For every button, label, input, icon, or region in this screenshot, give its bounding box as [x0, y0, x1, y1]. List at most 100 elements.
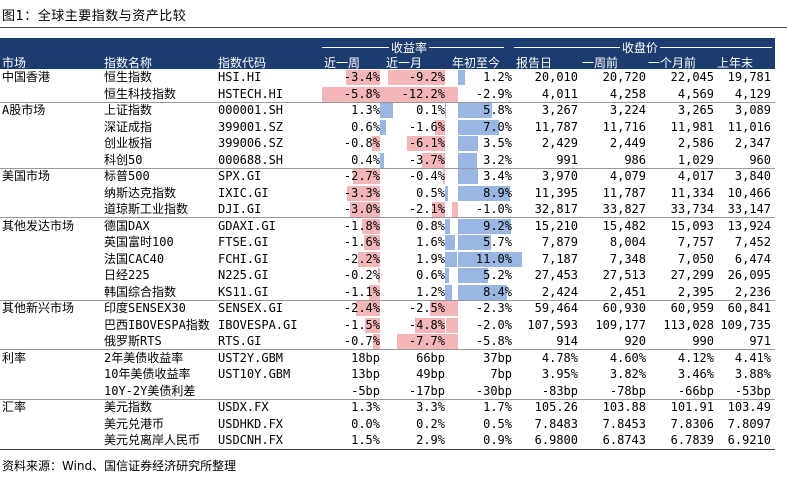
- cell-market: [2, 135, 102, 152]
- cell-c2: 2,395: [677, 284, 714, 299]
- cell-name: 恒生指数: [104, 70, 153, 84]
- cell-ytd: 5.7%: [483, 235, 512, 249]
- table-row: 英国富时100 FTSE.GI -1.6% 1.6% 5.7% 7,879 8,004 7,7…: [0, 234, 775, 251]
- table-row: 10Y-2Y美债利差 -5bp -17bp -30bp -83bp -78bp -66bp -…: [0, 383, 775, 400]
- cell-ytd: 8.9%: [483, 185, 512, 200]
- cell-c1: 60,930: [602, 301, 646, 315]
- cell-ytd: 0.5%: [483, 416, 512, 431]
- cell-c3: 7.8097: [727, 416, 771, 431]
- cell-name: 纳斯达克指数: [104, 185, 177, 200]
- cell-c1: -78bp: [609, 383, 646, 398]
- cell-c1: 33,827: [602, 202, 646, 216]
- m1-bar: [445, 251, 457, 267]
- ytd-bar: [458, 103, 492, 118]
- cell-code: UST10Y.GBM: [218, 367, 291, 381]
- cell-c0: 7,187: [541, 251, 578, 266]
- w1-bar: [362, 218, 380, 234]
- m1-bar: [422, 152, 445, 168]
- cell-code: UST2Y.GBM: [218, 350, 284, 365]
- cell-c3: 11,016: [727, 119, 771, 134]
- ytd-bar: [441, 86, 458, 102]
- col-ytd: 年初至今: [452, 56, 501, 70]
- cell-market: 其他发达市场: [2, 218, 75, 233]
- cell-c3: 960: [749, 152, 771, 167]
- cell-ytd: 7bp: [490, 367, 512, 381]
- cell-m1: -2.1%: [408, 202, 445, 216]
- cell-w1: 0.4%: [351, 152, 380, 167]
- table-row: 深证成指 399001.SZ 0.6% -1.6% 7.0% 11,787 11,716 11…: [0, 119, 775, 136]
- cell-code: HSTECH.HI: [218, 86, 284, 101]
- cell-c1: 8,004: [609, 235, 646, 249]
- cell-ytd: -2.9%: [475, 86, 512, 101]
- section-divider: [0, 217, 775, 218]
- w1-bar: [364, 235, 380, 250]
- cell-name: 韩国综合指数: [104, 284, 177, 299]
- col-week: 近一周: [324, 56, 361, 70]
- cell-code: [218, 383, 318, 400]
- m1-bar: [442, 169, 445, 184]
- cell-ytd: 8.4%: [483, 284, 512, 299]
- cell-c2: 11,981: [670, 119, 714, 134]
- cell-market: [2, 267, 102, 284]
- section-divider: [0, 299, 775, 301]
- ytd-bar: [424, 334, 458, 349]
- table-row: 中国香港 恒生指数 HSI.HI -3.4% -9.2% 1.2% 20,010 20,720…: [0, 69, 775, 86]
- cell-market: [2, 86, 102, 103]
- cell-m1: 1.6%: [416, 235, 445, 249]
- ytd-bar: [458, 152, 477, 168]
- cell-c2: 6.7839: [670, 433, 714, 447]
- cell-c2: 33,734: [670, 202, 714, 216]
- table-row: 其他发达市场 德国DAX GDAXI.GI -1.8% 0.8% 9.2% 15,210 15…: [0, 218, 775, 235]
- table-row: 韩国综合指数 KS11.GI -1.1% 1.2% 8.4% 2,424 2,451 2,39…: [0, 284, 775, 301]
- w1-bar: [358, 251, 380, 267]
- cell-name: 英国富时100: [104, 235, 174, 249]
- cell-name: 标普500: [104, 169, 150, 183]
- cell-c3: 10,466: [727, 185, 771, 200]
- w1-bar: [380, 103, 393, 118]
- table-row: 创业板指 399006.SZ -0.8% -6.1% 3.5% 2,429 2,449 2,5…: [0, 135, 775, 152]
- cell-m1: 66bp: [416, 350, 445, 365]
- cell-w1: -0.8%: [343, 136, 380, 150]
- cell-m1: -12.2%: [401, 86, 445, 101]
- m1-bar: [445, 235, 455, 250]
- cell-w1: 0.0%: [351, 416, 380, 431]
- cell-market: [2, 201, 102, 218]
- cell-ytd: 5.8%: [483, 103, 512, 117]
- col-prev-month: 一个月前: [648, 56, 697, 70]
- cell-c0: 105.26: [534, 400, 578, 414]
- cell-name: 德国DAX: [104, 218, 150, 233]
- cell-market: [2, 152, 102, 169]
- table-row: 美元兑离岸人民币 USDCNH.FX 1.5% 2.9% 0.9% 6.9800 6.874…: [0, 432, 775, 449]
- m1-bar: [435, 119, 445, 135]
- table-row: 道琼斯工业指数 DJI.GI -3.0% -2.1% -1.0% 32,817 33,827…: [0, 201, 775, 218]
- cell-m1: -4.8%: [408, 317, 445, 332]
- cell-market: 汇率: [2, 400, 27, 414]
- section-divider: [0, 101, 775, 103]
- cell-ytd: 11.0%: [475, 251, 512, 266]
- cell-c1: 2,451: [609, 284, 646, 299]
- return-group-label: 收益率: [389, 39, 430, 56]
- cell-c2: 7.8306: [670, 416, 714, 431]
- section-divider: [0, 349, 775, 350]
- ytd-bar: [446, 317, 458, 333]
- cell-c3: -53bp: [734, 383, 771, 398]
- col-code: 指数代码: [218, 56, 267, 70]
- cell-c0: 11,395: [534, 185, 578, 200]
- cell-c0: 914: [556, 334, 578, 348]
- cell-name: 美元指数: [104, 400, 153, 414]
- col-month: 近一月: [386, 56, 423, 70]
- cell-c0: 991: [556, 152, 578, 167]
- cell-w1: 0.6%: [351, 119, 380, 134]
- cell-market: 利率: [2, 350, 27, 365]
- cell-ytd: -2.3%: [475, 301, 512, 315]
- cell-m1: -17bp: [408, 383, 445, 398]
- cell-c1: 7.8453: [602, 416, 646, 431]
- cell-market: [2, 284, 102, 301]
- cell-c1: 986: [624, 152, 646, 167]
- ytd-bar: [458, 251, 522, 267]
- table-row: 法国CAC40 FCHI.GI -2.2% 1.9% 11.0% 7,187 7,348 7,…: [0, 251, 775, 268]
- col-prev-week: 一周前: [582, 56, 619, 70]
- cell-m1: 0.5%: [416, 185, 445, 200]
- cell-market: [2, 432, 102, 449]
- table-row: 美元兑港币 USDHKD.FX 0.0% 0.2% 0.5% 7.8483 7.8453 7.…: [0, 416, 775, 433]
